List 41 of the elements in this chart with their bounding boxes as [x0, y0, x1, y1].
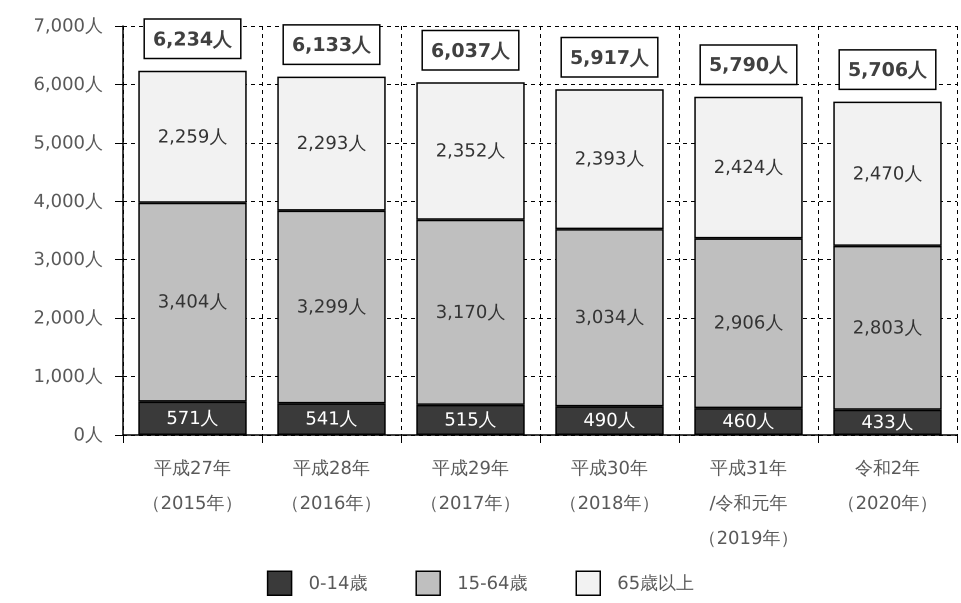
x-tick-label: 平成29年（2017年） — [420, 458, 520, 514]
legend-label: 0-14歳 — [308, 572, 368, 594]
data-label: 460人 — [722, 411, 775, 432]
total-label: 6,234人 — [152, 28, 234, 50]
data-label: 2,424人 — [714, 157, 784, 178]
data-label: 2,470人 — [852, 163, 922, 184]
total-label: 5,790人 — [708, 54, 790, 76]
y-tick-label: 1,000人 — [33, 366, 103, 388]
data-label: 3,299人 — [296, 296, 366, 318]
y-tick-label: 4,000人 — [33, 190, 103, 212]
data-label: 3,170人 — [436, 302, 506, 323]
data-label: 2,803人 — [852, 317, 922, 338]
legend-label: 15-64歳 — [457, 572, 528, 594]
x-tick-label: 平成28年（2016年） — [282, 458, 382, 514]
legend-label: 65歳以上 — [617, 572, 694, 594]
data-label: 490人 — [583, 410, 636, 432]
x-tick-label: 平成30年（2018年） — [560, 458, 660, 514]
total-label: 6,133人 — [292, 34, 372, 56]
data-label: 2,259人 — [158, 126, 228, 148]
data-label: 571人 — [166, 408, 219, 429]
data-label: 2,352人 — [436, 140, 506, 162]
total-label: 6,037人 — [430, 40, 512, 62]
data-label: 515人 — [444, 409, 497, 430]
data-label: 3,404人 — [158, 292, 228, 313]
y-tick-label: 6,000人 — [33, 74, 103, 95]
y-tick-label: 2,000人 — [33, 308, 103, 329]
total-label: 5,706人 — [848, 59, 928, 82]
data-label: 3,034人 — [574, 307, 644, 328]
y-tick-label: 5,000人 — [33, 132, 103, 154]
y-tick-label: 3,000人 — [33, 249, 103, 270]
y-tick-label: 0人 — [74, 424, 103, 446]
x-tick-label: 平成27年（2015年） — [142, 458, 242, 514]
total-label: 5,917人 — [570, 46, 650, 69]
x-tick-label: 平成31年/令和元年（2019年） — [698, 458, 798, 549]
data-label: 541人 — [305, 408, 358, 430]
x-tick-label: 令和2年（2020年） — [838, 458, 938, 514]
data-label: 2,393人 — [574, 148, 644, 170]
data-label: 2,906人 — [714, 312, 784, 334]
data-label: 2,293人 — [296, 133, 366, 154]
y-tick-label: 7,000人 — [33, 16, 103, 36]
data-label: 433人 — [861, 412, 914, 433]
